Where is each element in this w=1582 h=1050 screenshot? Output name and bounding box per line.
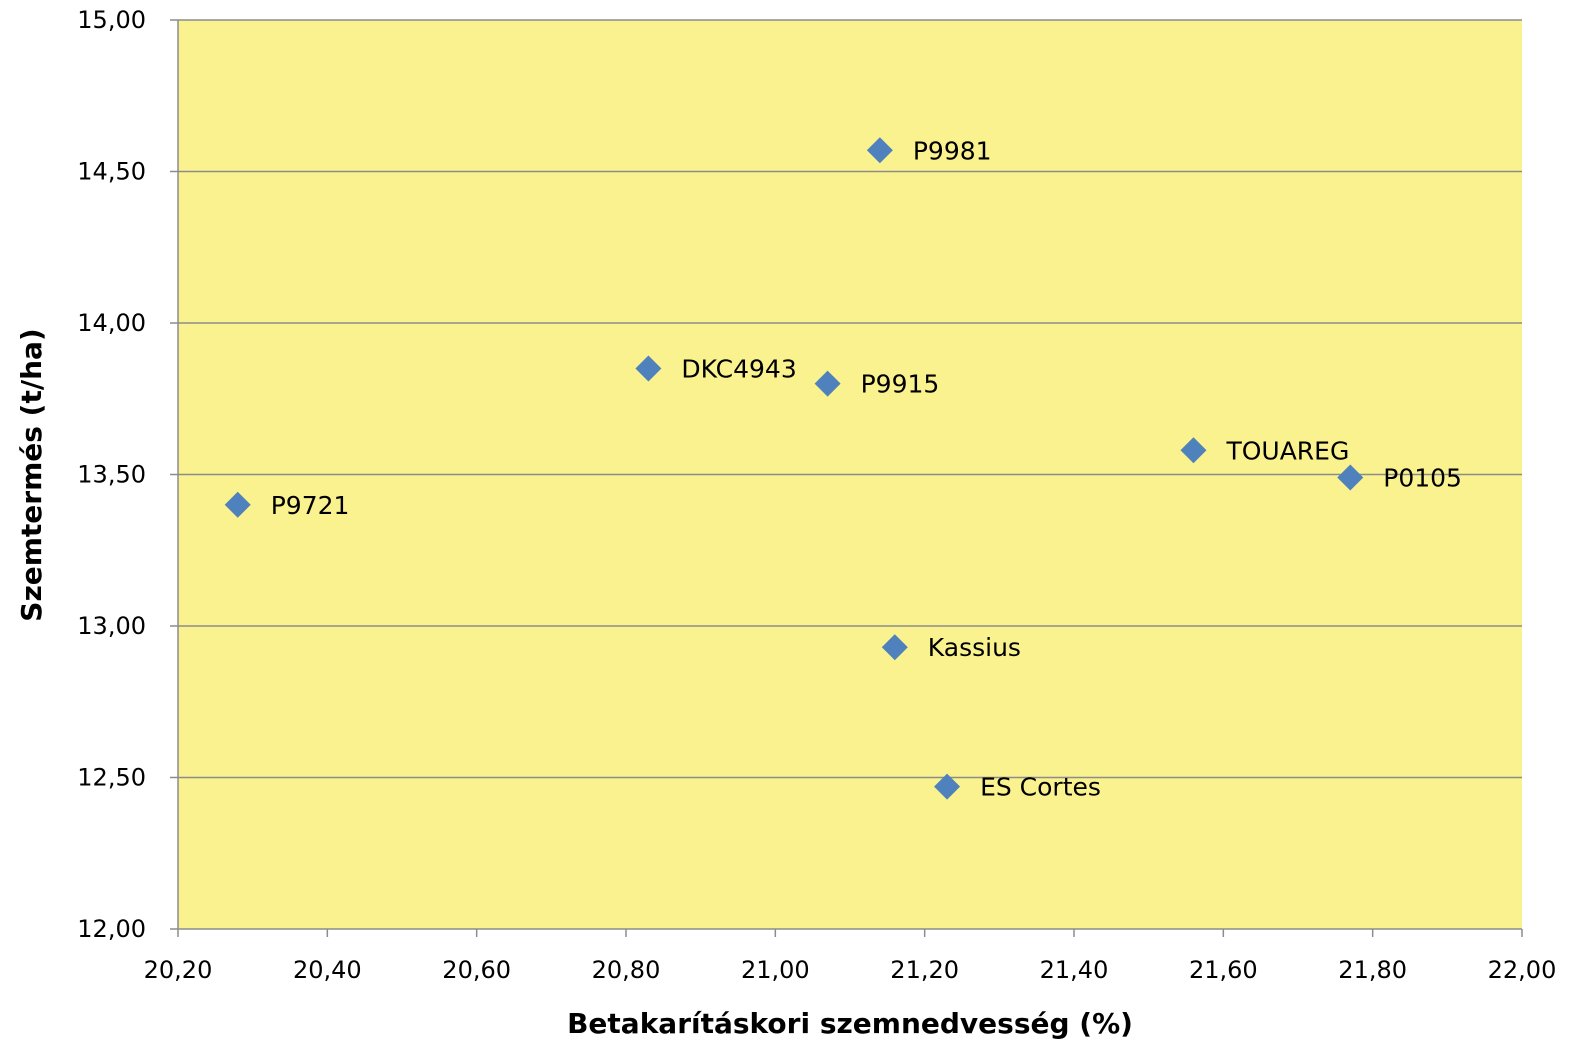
data-point-label: P9915 bbox=[861, 370, 940, 399]
gridlines bbox=[178, 19, 1522, 779]
x-tick-label: 21,80 bbox=[1338, 956, 1407, 984]
x-tick-label: 21,60 bbox=[1189, 956, 1258, 984]
data-point-marker bbox=[881, 634, 908, 661]
data-point-marker bbox=[934, 773, 961, 800]
data-point-label: P9721 bbox=[271, 491, 350, 520]
data-point-marker bbox=[1337, 464, 1364, 491]
data-point-label: DKC4943 bbox=[681, 354, 796, 383]
x-tick-label: 20,40 bbox=[293, 956, 362, 984]
y-tick-label: 14,50 bbox=[77, 158, 146, 186]
x-tick-label: 22,00 bbox=[1488, 956, 1557, 984]
point-labels: P9981 DKC4943 P9915 TOUAREG P0105 P9721 Kassiu… bbox=[271, 136, 1462, 801]
data-point-label: ES Cortes bbox=[980, 773, 1101, 802]
y-tick-label: 13,50 bbox=[77, 461, 146, 489]
x-tick-label: 21,00 bbox=[741, 956, 810, 984]
data-point-label: P9981 bbox=[913, 136, 992, 165]
data-points bbox=[224, 137, 1364, 800]
x-axis-title: Betakarításkori szemnedvesség (%) bbox=[567, 1007, 1133, 1040]
data-point-label: P0105 bbox=[1383, 464, 1462, 493]
x-tick-label: 20,80 bbox=[592, 956, 661, 984]
data-point-marker bbox=[1180, 437, 1207, 464]
x-axis-ticks: 20,20 20,40 20,60 20,80 21,00 21,20 21,40 21,60… bbox=[144, 929, 1557, 984]
data-point-label: Kassius bbox=[928, 633, 1021, 662]
data-point-marker bbox=[814, 370, 841, 397]
x-tick-label: 21,20 bbox=[890, 956, 959, 984]
y-axis-title: Szemtermés (t/ha) bbox=[15, 328, 48, 621]
y-tick-label: 15,00 bbox=[77, 6, 146, 34]
y-tick-label: 12,00 bbox=[77, 915, 146, 943]
y-axis-ticks: 12,00 12,50 13,00 13,50 14,00 14,50 15,00 bbox=[77, 6, 178, 943]
y-tick-label: 13,00 bbox=[77, 612, 146, 640]
x-tick-label: 20,60 bbox=[442, 956, 511, 984]
x-tick-label: 20,20 bbox=[144, 956, 213, 984]
y-tick-label: 14,00 bbox=[77, 309, 146, 337]
x-tick-label: 21,40 bbox=[1040, 956, 1109, 984]
data-point-label: TOUAREG bbox=[1225, 436, 1349, 465]
y-tick-label: 12,50 bbox=[77, 764, 146, 792]
data-point-marker bbox=[635, 355, 662, 382]
data-point-marker bbox=[866, 137, 893, 164]
data-point-marker bbox=[224, 491, 251, 518]
